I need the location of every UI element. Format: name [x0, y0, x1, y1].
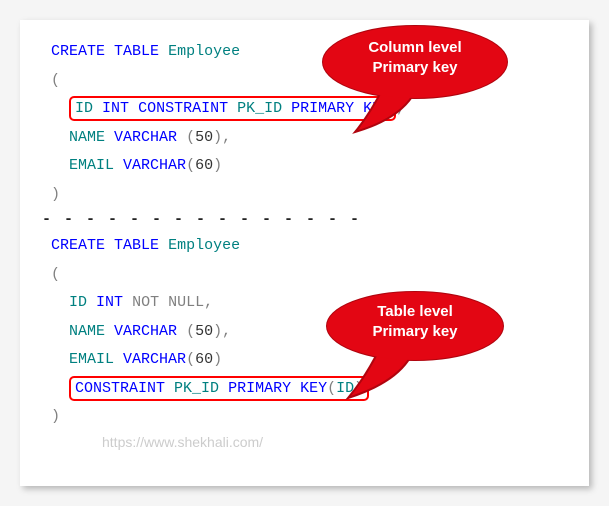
- num-60: 60: [195, 351, 213, 368]
- ident-email: EMAIL: [69, 351, 114, 368]
- kw-int: INT: [96, 294, 123, 311]
- code-line: (: [42, 261, 567, 290]
- paren-close: ): [213, 157, 222, 174]
- kw-create: CREATE: [51, 43, 105, 60]
- code-line: CREATE TABLE Employee: [42, 232, 567, 261]
- kw-varchar: VARCHAR: [123, 351, 186, 368]
- ident-id: ID: [69, 294, 87, 311]
- watermark-url: https://www.shekhali.com/: [102, 434, 567, 450]
- kw-table: TABLE: [114, 43, 159, 60]
- divider-dashes: - - - - - - - - - - - - - - -: [42, 211, 567, 228]
- code-line: ): [42, 181, 567, 210]
- num-50: 50: [195, 323, 213, 340]
- callout-line1: Table level: [377, 303, 453, 320]
- ident-email: EMAIL: [69, 157, 114, 174]
- paren-open: (: [186, 129, 195, 146]
- kw-table: TABLE: [114, 237, 159, 254]
- ident-name: NAME: [69, 129, 105, 146]
- paren-open: (: [186, 351, 195, 368]
- kw-varchar: VARCHAR: [123, 157, 186, 174]
- ident-name: NAME: [69, 323, 105, 340]
- paren-close: ): [51, 408, 60, 425]
- code-card: Column level Primary key CREATE TABLE Em…: [20, 20, 589, 486]
- comma: ,: [204, 294, 213, 311]
- paren-open: (: [186, 323, 195, 340]
- ident-employee: Employee: [168, 43, 240, 60]
- callout-table-level: Table level Primary key: [320, 290, 510, 384]
- paren-close: ),: [213, 129, 231, 146]
- paren-open: (: [186, 157, 195, 174]
- ident-pkid: PK_ID: [174, 380, 219, 397]
- callout-line2: Primary key: [372, 323, 457, 340]
- num-50: 50: [195, 129, 213, 146]
- paren-close: ),: [213, 323, 231, 340]
- code-line: ): [42, 403, 567, 432]
- ident-employee: Employee: [168, 237, 240, 254]
- kw-constraint: CONSTRAINT: [138, 100, 228, 117]
- paren-open: (: [51, 266, 60, 283]
- kw-primary: PRIMARY: [228, 380, 291, 397]
- kw-null: NULL: [168, 294, 204, 311]
- kw-not: NOT: [132, 294, 159, 311]
- kw-create: CREATE: [51, 237, 105, 254]
- ident-id: ID: [75, 100, 93, 117]
- kw-varchar: VARCHAR: [114, 129, 177, 146]
- paren-open: (: [51, 72, 60, 89]
- callout-column-level: Column level Primary key: [315, 24, 515, 119]
- code-line: EMAIL VARCHAR(60): [42, 152, 567, 181]
- paren-close: ): [51, 186, 60, 203]
- kw-int: INT: [102, 100, 129, 117]
- callout-line2: Primary key: [372, 59, 457, 76]
- ident-pkid: PK_ID: [237, 100, 282, 117]
- kw-varchar: VARCHAR: [114, 323, 177, 340]
- callout-line1: Column level: [368, 39, 461, 56]
- kw-constraint: CONSTRAINT: [75, 380, 165, 397]
- num-60: 60: [195, 157, 213, 174]
- paren-close: ): [213, 351, 222, 368]
